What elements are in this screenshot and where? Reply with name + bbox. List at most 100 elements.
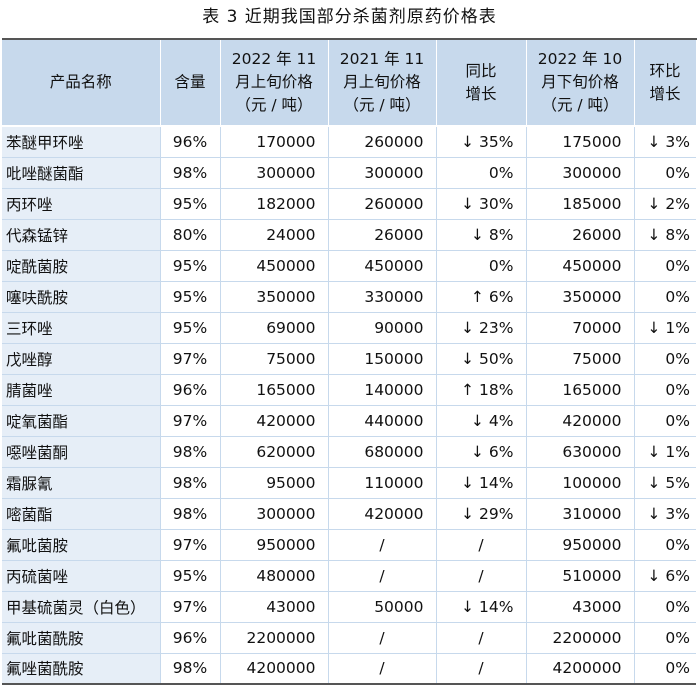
column-header: 2022 年 10 月下旬价格 （元 / 吨） xyxy=(526,39,635,127)
table-cell: 440000 xyxy=(328,405,437,437)
table-cell: 0% xyxy=(634,157,696,189)
table-row: 氟吡菌胺 97% 950000//950000 0% xyxy=(2,529,696,561)
table-row: 噁唑菌酮 98% 620000 680000 ↓ 6% 630000 ↓ 1% xyxy=(2,436,696,468)
table-cell: 97% xyxy=(160,529,221,561)
table-cell: 350000 xyxy=(220,281,329,313)
table-cell: 680000 xyxy=(328,436,437,468)
table-cell: 182000 xyxy=(220,188,329,220)
price-table: 产品名称 含量 2022 年 11 月上旬价格 （元 / 吨） 2021 年 11 月上旬价… xyxy=(2,38,697,685)
table-cell: 75000 xyxy=(526,343,635,375)
table-cell: 氟唑菌酰胺 xyxy=(2,653,161,685)
table-cell: ↓ 5% xyxy=(634,467,696,499)
column-header: 2021 年 11 月上旬价格 （元 / 吨） xyxy=(328,39,437,127)
table-cell: 70000 xyxy=(526,312,635,344)
table-cell: ↑ 18% xyxy=(436,374,527,406)
table-cell: 165000 xyxy=(526,374,635,406)
table-cell: 0% xyxy=(634,653,696,685)
table-cell: 0% xyxy=(634,281,696,313)
table-cell: / xyxy=(328,529,437,561)
table-cell: 26000 xyxy=(328,219,437,251)
column-header-line: （元 / 吨） xyxy=(343,96,421,114)
table-cell: ↓ 6% xyxy=(436,436,527,468)
table-row: 戊唑醇 97% 75000 150000 ↓ 50% 75000 0% xyxy=(2,343,696,375)
table-cell: 三环唑 xyxy=(2,312,161,344)
table-row: 三环唑 95% 69000 90000 ↓ 23% 70000 ↓ 1% xyxy=(2,312,696,344)
table-cell: 300000 xyxy=(220,498,329,530)
table-cell: ↓ 1% xyxy=(634,436,696,468)
table-cell: ↓ 2% xyxy=(634,188,696,220)
table-cell: 2200000 xyxy=(220,622,329,654)
column-header-line: 2021 年 11 xyxy=(339,50,425,68)
table-cell: 腈菌唑 xyxy=(2,374,161,406)
table-cell: / xyxy=(436,653,527,685)
table-cell: 氟吡菌胺 xyxy=(2,529,161,561)
table-cell: 420000 xyxy=(220,405,329,437)
table-cell: 300000 xyxy=(328,157,437,189)
table-cell: 950000 xyxy=(526,529,635,561)
table-cell: 戊唑醇 xyxy=(2,343,161,375)
table-row: 噻呋酰胺 95% 350000 330000 ↑ 6% 350000 0% xyxy=(2,281,696,313)
table-cell: 90000 xyxy=(328,312,437,344)
table-cell: 165000 xyxy=(220,374,329,406)
table-cell: 950000 xyxy=(220,529,329,561)
table-cell: 95% xyxy=(160,188,221,220)
table-cell: 150000 xyxy=(328,343,437,375)
table-cell: 嘧菌酯 xyxy=(2,498,161,530)
table-cell: 95% xyxy=(160,312,221,344)
table-cell: 0% xyxy=(634,405,696,437)
table-cell: 98% xyxy=(160,436,221,468)
column-header: 2022 年 11 月上旬价格 （元 / 吨） xyxy=(220,39,329,127)
table-cell: 50000 xyxy=(328,591,437,623)
column-header-line: 月下旬价格 xyxy=(541,73,619,91)
table-cell: 啶氧菌酯 xyxy=(2,405,161,437)
table-cell: 620000 xyxy=(220,436,329,468)
table-cell: 43000 xyxy=(220,591,329,623)
table-cell: 97% xyxy=(160,343,221,375)
column-header-line: （元 / 吨） xyxy=(541,96,619,114)
table-cell: ↓ 29% xyxy=(436,498,527,530)
table-cell: 0% xyxy=(634,591,696,623)
table-row: 啶氧菌酯 97% 420000 440000 ↓ 4% 420000 0% xyxy=(2,405,696,437)
column-header-line: 增长 xyxy=(649,84,681,103)
table-cell: / xyxy=(328,560,437,592)
table-cell: ↓ 8% xyxy=(634,219,696,251)
table-cell: / xyxy=(436,622,527,654)
table-cell: 0% xyxy=(436,157,527,189)
table-row: 代森锰锌 80% 24000 26000 ↓ 8% 26000 ↓ 8% xyxy=(2,219,696,251)
table-cell: 96% xyxy=(160,126,221,158)
table-row: 苯醚甲环唑 96% 170000 260000 ↓ 35% 175000 ↓ 3% xyxy=(2,126,696,158)
table-cell: ↓ 50% xyxy=(436,343,527,375)
table-cell: ↓ 6% xyxy=(634,560,696,592)
table-cell: 98% xyxy=(160,157,221,189)
table-cell: 丙硫菌唑 xyxy=(2,560,161,592)
table-cell: ↓ 1% xyxy=(634,312,696,344)
table-row: 氟唑菌酰胺 98% 4200000//4200000 0% xyxy=(2,653,696,685)
table-row: 霜脲氰 98% 95000 110000 ↓ 14% 100000 ↓ 5% xyxy=(2,467,696,499)
table-cell: 噻呋酰胺 xyxy=(2,281,161,313)
table-cell: 175000 xyxy=(526,126,635,158)
table-cell: 480000 xyxy=(220,560,329,592)
column-header: 产品名称 xyxy=(2,39,161,127)
table-cell: 甲基硫菌灵（白色） xyxy=(2,591,161,623)
table-cell: 4200000 xyxy=(220,653,329,685)
table-row: 啶酰菌胺 95% 450000 450000 0% 450000 0% xyxy=(2,250,696,282)
table-cell: ↓ 35% xyxy=(436,126,527,158)
table-cell: ↓ 30% xyxy=(436,188,527,220)
table-cell: ↓ 14% xyxy=(436,467,527,499)
table-cell: 260000 xyxy=(328,188,437,220)
table-cell: ↓ 23% xyxy=(436,312,527,344)
table-cell: ↑ 6% xyxy=(436,281,527,313)
table-cell: 185000 xyxy=(526,188,635,220)
column-header-line: 月上旬价格 xyxy=(235,73,313,91)
table-cell: ↓ 3% xyxy=(634,498,696,530)
table-row: 丙环唑 95% 182000 260000 ↓ 30% 185000 ↓ 2% xyxy=(2,188,696,220)
table-cell: 0% xyxy=(634,622,696,654)
table-cell: 140000 xyxy=(328,374,437,406)
table-cell: 330000 xyxy=(328,281,437,313)
table-cell: 98% xyxy=(160,467,221,499)
column-header-line: （元 / 吨） xyxy=(235,96,313,114)
table-cell: 80% xyxy=(160,219,221,251)
table-cell: 260000 xyxy=(328,126,437,158)
column-header-line: 月上旬价格 xyxy=(343,73,421,91)
table-cell: ↓ 14% xyxy=(436,591,527,623)
